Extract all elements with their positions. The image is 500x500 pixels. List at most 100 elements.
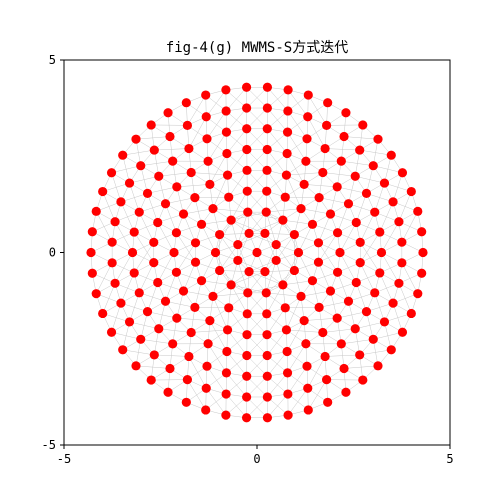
mesh-edge [246,87,268,109]
data-point [241,82,252,92]
mesh-edge [384,182,412,192]
mesh-edge [201,280,232,286]
mesh-edge [158,176,166,204]
data-point [303,405,313,415]
mesh-edge [188,116,207,149]
data-point [168,156,178,166]
data-point [299,179,309,189]
data-point [221,106,231,116]
data-point [203,156,213,166]
data-point [332,228,343,238]
mesh-edge [286,329,323,333]
mesh-edge [348,301,356,329]
mesh-edge [237,260,249,293]
data-point [302,361,312,371]
data-point [307,219,318,229]
data-point [280,192,290,202]
mesh-edge [247,170,268,192]
data-point [154,324,164,334]
data-point [98,186,108,197]
data-point [299,316,309,326]
mesh-edge [207,132,227,162]
data-point [181,397,191,407]
mesh-edge [154,354,189,357]
data-point [226,280,236,290]
data-point [361,306,372,317]
data-point [91,206,101,216]
mesh-edge [226,107,247,133]
mesh-edge [300,208,331,215]
data-point [303,112,313,122]
data-point [303,383,313,393]
data-point [222,325,233,335]
data-point [149,350,159,360]
data-point [242,186,252,196]
mesh-edge [318,242,338,273]
mesh-edge [248,271,283,286]
data-point [153,217,163,228]
data-point [116,197,126,207]
mesh-edge [398,283,412,314]
data-point [289,229,299,240]
data-point [361,188,372,199]
mesh-edge [230,191,248,221]
mesh-edge [246,396,268,418]
mesh-edge [111,332,141,340]
mesh-edge [339,222,357,253]
data-point [242,330,252,340]
data-point [417,227,427,237]
data-point [172,182,182,192]
mesh-edge [114,252,133,284]
data-point [386,150,396,160]
mesh-edge [227,149,248,176]
mesh-edge [286,153,305,185]
data-point [242,371,252,381]
data-point [355,145,365,155]
mesh-edge [139,212,154,243]
mesh-edge [231,271,266,286]
mesh-edge [360,231,380,263]
data-point [417,268,427,278]
data-point [165,363,175,374]
mesh-edge [188,356,207,389]
data-point [190,257,201,267]
data-point [388,298,398,308]
data-point [397,258,407,268]
data-point [282,127,293,137]
mesh-edge [319,197,349,204]
data-point [262,165,272,175]
data-point [196,276,207,286]
data-point [320,351,330,362]
data-point [252,247,262,258]
data-point [107,258,117,268]
mesh-edge [219,244,239,271]
data-point [318,167,328,178]
data-point [136,334,146,344]
data-point [221,368,232,378]
data-point [281,325,292,335]
mesh-edge [226,128,247,154]
x-tick-label: -5 [57,452,71,466]
data-point [301,156,311,166]
mesh-edge [247,292,267,314]
mesh-edge [246,376,268,398]
mesh-edge [248,260,277,272]
mesh-edge [176,242,196,273]
mesh-edge [96,211,113,243]
mesh-edge [176,232,196,263]
data-point [242,103,252,113]
mesh-edge [212,292,248,297]
data-point [178,209,189,219]
data-point [124,178,135,188]
data-point [341,387,351,397]
data-point [184,143,194,154]
data-point [283,106,293,116]
mesh-edge [264,244,277,272]
data-point [278,215,288,225]
data-point [325,286,336,296]
mesh-edge [265,260,277,293]
mesh-edge [366,193,394,203]
data-point [208,204,218,214]
data-point [142,188,153,199]
